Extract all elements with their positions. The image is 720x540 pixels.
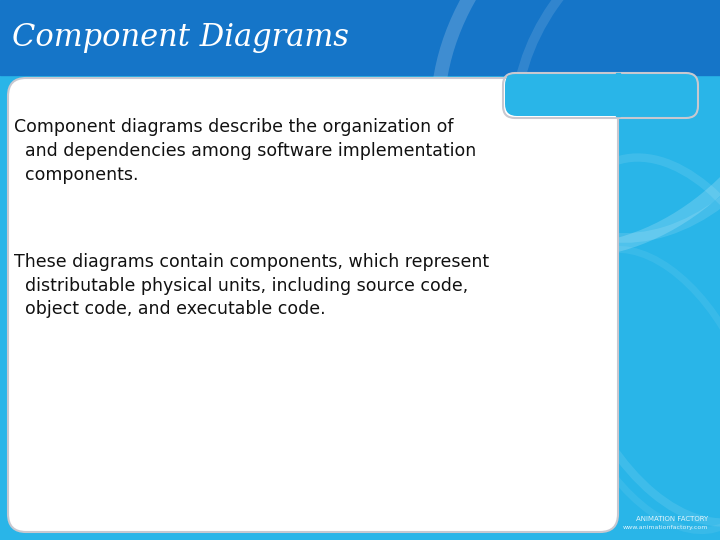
Text: distributable physical units, including source code,: distributable physical units, including … — [14, 276, 468, 295]
FancyBboxPatch shape — [8, 78, 618, 532]
Text: Component Diagrams: Component Diagrams — [12, 22, 349, 53]
Bar — [616, 73, 620, 116]
Text: These diagrams contain components, which represent: These diagrams contain components, which… — [14, 253, 489, 271]
FancyBboxPatch shape — [505, 73, 698, 116]
Text: components.: components. — [14, 165, 138, 184]
Text: object code, and executable code.: object code, and executable code. — [14, 300, 325, 319]
Text: ANIMATION FACTORY: ANIMATION FACTORY — [636, 516, 708, 522]
Bar — [0, 0, 720, 75]
Text: and dependencies among software implementation: and dependencies among software implemen… — [14, 141, 476, 160]
Text: www.animationfactory.com: www.animationfactory.com — [623, 525, 708, 530]
Text: Component diagrams describe the organization of: Component diagrams describe the organiza… — [14, 118, 454, 136]
